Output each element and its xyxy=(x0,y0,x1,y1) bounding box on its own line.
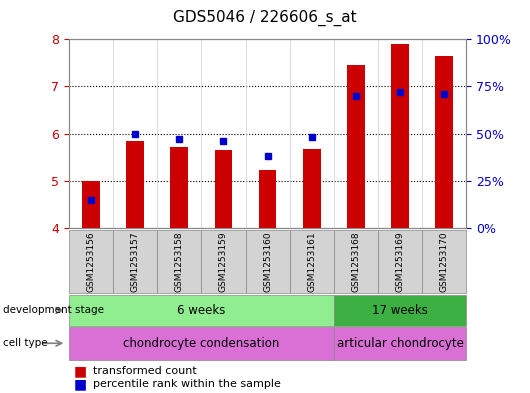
Text: ■: ■ xyxy=(74,364,87,378)
Text: ■: ■ xyxy=(74,377,87,391)
Text: development stage: development stage xyxy=(3,305,104,316)
Text: GSM1253170: GSM1253170 xyxy=(440,231,449,292)
Bar xyxy=(171,147,188,228)
Bar xyxy=(303,149,321,228)
Text: GSM1253168: GSM1253168 xyxy=(351,231,360,292)
Text: 6 weeks: 6 weeks xyxy=(177,304,226,317)
Bar xyxy=(436,56,453,228)
Bar xyxy=(259,171,277,228)
Text: articular chondrocyte: articular chondrocyte xyxy=(337,337,464,350)
Bar xyxy=(391,44,409,228)
Text: GSM1253157: GSM1253157 xyxy=(131,231,139,292)
Text: GSM1253159: GSM1253159 xyxy=(219,231,228,292)
Text: GDS5046 / 226606_s_at: GDS5046 / 226606_s_at xyxy=(173,9,357,26)
Text: GSM1253158: GSM1253158 xyxy=(175,231,184,292)
Text: GSM1253169: GSM1253169 xyxy=(396,231,404,292)
Text: GSM1253160: GSM1253160 xyxy=(263,231,272,292)
Text: percentile rank within the sample: percentile rank within the sample xyxy=(93,379,280,389)
Text: GSM1253161: GSM1253161 xyxy=(307,231,316,292)
Bar xyxy=(126,141,144,228)
Bar xyxy=(347,65,365,228)
Text: GSM1253156: GSM1253156 xyxy=(86,231,95,292)
Text: transformed count: transformed count xyxy=(93,366,197,376)
Bar xyxy=(82,181,100,228)
Bar xyxy=(215,150,232,228)
Text: chondrocyte condensation: chondrocyte condensation xyxy=(123,337,280,350)
Text: 17 weeks: 17 weeks xyxy=(372,304,428,317)
Text: cell type: cell type xyxy=(3,338,47,348)
